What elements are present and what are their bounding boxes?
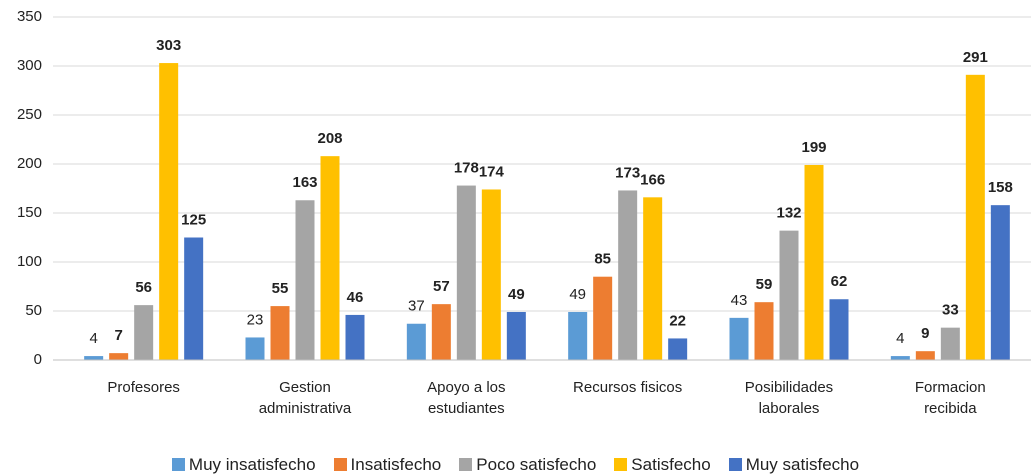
bar bbox=[406, 323, 426, 360]
data-label: 9 bbox=[921, 325, 929, 342]
bar bbox=[506, 311, 526, 360]
bar bbox=[295, 200, 315, 360]
data-label: 85 bbox=[594, 251, 611, 268]
y-tick-label: 300 bbox=[17, 57, 42, 74]
bar bbox=[618, 190, 638, 360]
y-tick-label: 0 bbox=[34, 351, 42, 368]
data-label: 158 bbox=[988, 179, 1013, 196]
legend-item: Satisfecho bbox=[614, 455, 711, 475]
legend-swatch bbox=[728, 458, 742, 471]
data-label: 208 bbox=[317, 130, 342, 147]
bar bbox=[431, 304, 451, 360]
y-tick-label: 50 bbox=[25, 302, 42, 319]
data-label: 23 bbox=[247, 311, 264, 328]
bar bbox=[940, 327, 960, 360]
data-label: 303 bbox=[156, 37, 181, 54]
bar bbox=[593, 276, 613, 360]
bar bbox=[320, 156, 340, 360]
bar bbox=[729, 317, 749, 360]
legend-label: Insatisfecho bbox=[350, 455, 442, 474]
bar bbox=[779, 230, 799, 360]
legend-label: Muy satisfecho bbox=[745, 455, 860, 474]
legend-item: Muy insatisfecho bbox=[171, 455, 316, 475]
bar bbox=[890, 356, 910, 360]
y-tick-label: 100 bbox=[17, 253, 42, 270]
data-label: 199 bbox=[801, 139, 826, 156]
x-tick-label: Apoyo a los estudiantes bbox=[427, 379, 506, 417]
x-tick-label: Profesores bbox=[107, 379, 180, 396]
y-tick-label: 200 bbox=[17, 155, 42, 172]
legend-label: Satisfecho bbox=[631, 455, 711, 474]
legend-item: Muy satisfecho bbox=[728, 455, 860, 475]
data-label: 55 bbox=[272, 280, 289, 297]
data-label: 132 bbox=[776, 205, 801, 222]
legend-label: Poco satisfecho bbox=[476, 455, 597, 474]
legend-swatch bbox=[171, 458, 185, 471]
bar bbox=[965, 74, 985, 360]
data-label: 33 bbox=[942, 302, 959, 319]
y-tick-label: 250 bbox=[17, 106, 42, 123]
legend: Muy insatisfecho Insatisfecho Poco satisfe… bbox=[0, 455, 1031, 475]
bar bbox=[568, 311, 588, 360]
bar bbox=[245, 337, 265, 360]
bar bbox=[754, 302, 774, 360]
data-label: 43 bbox=[731, 292, 748, 309]
y-tick-label: 350 bbox=[17, 8, 42, 25]
bar bbox=[134, 305, 154, 360]
data-label: 178 bbox=[454, 160, 479, 177]
legend-swatch bbox=[614, 458, 628, 471]
bar bbox=[159, 63, 179, 361]
legend-swatch bbox=[333, 458, 347, 471]
bar bbox=[990, 205, 1010, 360]
legend-item: Insatisfecho bbox=[333, 455, 442, 475]
bar bbox=[184, 237, 204, 360]
bar bbox=[915, 351, 935, 360]
legend-item: Poco satisfecho bbox=[459, 455, 596, 475]
bar bbox=[481, 189, 501, 360]
bar bbox=[84, 356, 104, 360]
bar bbox=[345, 314, 365, 360]
data-label: 125 bbox=[181, 211, 206, 228]
data-label: 62 bbox=[831, 273, 848, 290]
data-label: 163 bbox=[292, 174, 317, 191]
x-tick-label: Formacion recibida bbox=[914, 379, 986, 417]
legend-swatch bbox=[459, 458, 473, 471]
data-label: 4 bbox=[89, 330, 97, 347]
x-tick-label: Recursos fisicos bbox=[573, 379, 683, 396]
x-tick-label: Gestion administrativa bbox=[258, 379, 352, 417]
bar bbox=[829, 299, 849, 360]
bar bbox=[109, 353, 129, 360]
data-label: 166 bbox=[640, 171, 665, 188]
data-label: 49 bbox=[569, 286, 586, 303]
data-label: 57 bbox=[433, 278, 450, 295]
bar bbox=[643, 197, 663, 360]
data-label: 291 bbox=[963, 49, 988, 66]
data-label: 46 bbox=[347, 289, 364, 306]
bar bbox=[668, 338, 688, 360]
bar bbox=[270, 306, 290, 360]
bar bbox=[456, 185, 476, 360]
data-label: 173 bbox=[615, 164, 640, 181]
data-label: 59 bbox=[756, 276, 773, 293]
data-label: 174 bbox=[479, 163, 505, 180]
data-label: 4 bbox=[896, 330, 904, 347]
x-tick-label: Posibilidades laborales bbox=[744, 379, 834, 417]
data-label: 7 bbox=[114, 327, 122, 344]
data-label: 37 bbox=[408, 298, 425, 315]
data-label: 49 bbox=[508, 286, 525, 303]
data-label: 22 bbox=[669, 312, 686, 329]
y-tick-label: 150 bbox=[17, 204, 42, 221]
bar bbox=[804, 164, 824, 360]
legend-label: Muy insatisfecho bbox=[188, 455, 316, 474]
data-label: 56 bbox=[135, 279, 152, 296]
